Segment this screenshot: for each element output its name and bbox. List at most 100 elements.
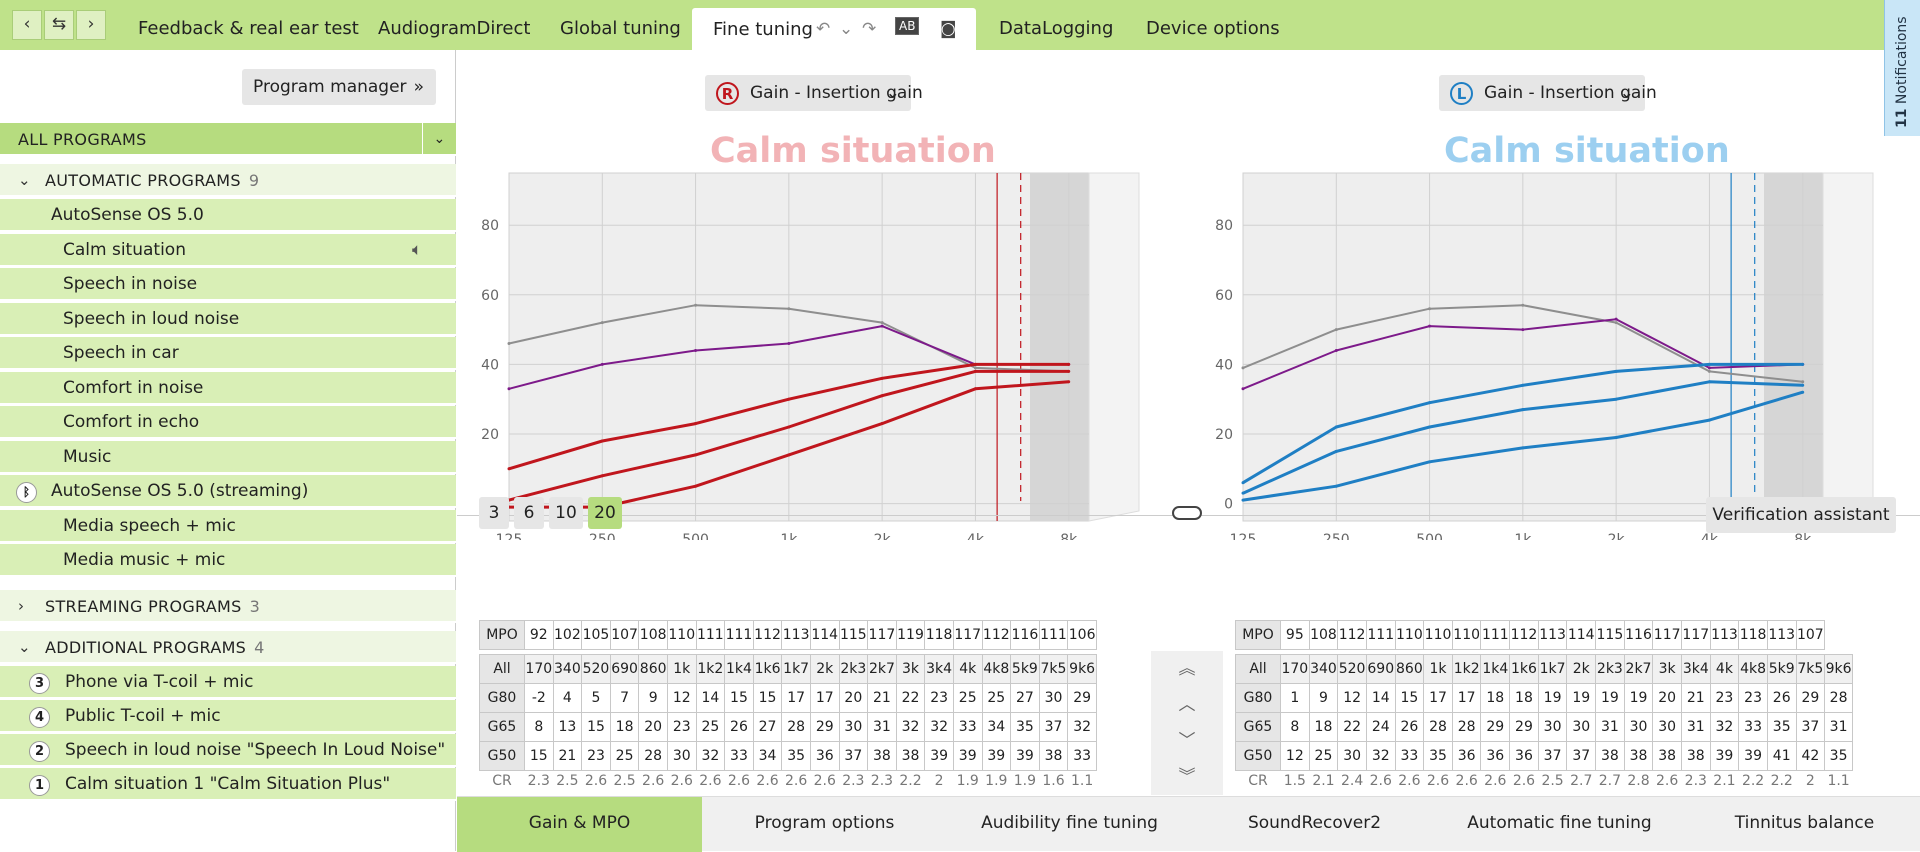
program-speech-in-car[interactable]: Speech in car — [0, 337, 456, 370]
gain-cell[interactable]: 114 — [1566, 620, 1597, 650]
gain-cell[interactable]: 31 — [1595, 712, 1625, 742]
gain-cell[interactable]: 110 — [1394, 620, 1425, 650]
gain-cell[interactable]: 13 — [552, 712, 583, 742]
gain-cell[interactable]: 38 — [895, 741, 926, 771]
program-additional-4[interactable]: 4 Public T-coil + mic — [0, 700, 456, 733]
gain-cell[interactable]: 32 — [924, 712, 954, 742]
gain-cell[interactable]: 108 — [638, 620, 668, 650]
gain-cell[interactable]: 32 — [1709, 712, 1740, 742]
link-icon[interactable] — [1172, 506, 1202, 520]
gain-cell[interactable]: 38 — [1680, 741, 1711, 771]
row-label[interactable]: MPO — [1235, 620, 1281, 650]
left-graph-selector[interactable]: L Gain - Insertion gain ⌄ — [1439, 75, 1657, 111]
gain-cell[interactable]: 115 — [838, 620, 869, 650]
gain-cell[interactable]: 112 — [981, 620, 1012, 650]
gain-cell[interactable]: 30 — [1537, 712, 1568, 742]
gain-cell[interactable]: 20 — [1652, 683, 1682, 713]
gain-cell[interactable]: 7 — [609, 683, 640, 713]
gain-cell[interactable]: 111 — [724, 620, 754, 650]
step-up-icon[interactable]: ︿ — [1178, 695, 1196, 715]
level-button-6[interactable]: 6 — [514, 497, 544, 529]
gain-cell[interactable]: 32 — [1365, 741, 1396, 771]
gain-cell[interactable]: 30 — [838, 712, 869, 742]
program-additional-2[interactable]: 2 Speech in loud noise "Speech In Loud No… — [0, 734, 456, 767]
gain-cell[interactable]: 8 — [524, 712, 554, 742]
gain-cell[interactable]: 8 — [1280, 712, 1310, 742]
gain-cell[interactable]: 30 — [1623, 712, 1654, 742]
gain-cell[interactable]: 27 — [1010, 683, 1040, 713]
gain-cell[interactable]: 23 — [924, 683, 954, 713]
gain-cell[interactable]: 9 — [638, 683, 668, 713]
gain-cell[interactable]: 17 — [1451, 683, 1482, 713]
gain-cell[interactable]: 36 — [809, 741, 840, 771]
gain-cell[interactable]: 30 — [666, 741, 697, 771]
gain-cell[interactable]: 15 — [524, 741, 554, 771]
gain-cell[interactable]: 31 — [867, 712, 897, 742]
gain-cell[interactable]: 20 — [638, 712, 668, 742]
program-speech-in-noise[interactable]: Speech in noise — [0, 268, 456, 301]
row-label[interactable]: All — [479, 654, 525, 684]
gain-cell[interactable]: 32 — [695, 741, 726, 771]
gain-cell[interactable]: 118 — [1738, 620, 1768, 650]
level-button-10[interactable]: 10 — [549, 497, 583, 529]
gain-cell[interactable]: 31 — [1680, 712, 1711, 742]
gain-cell[interactable]: 34 — [981, 712, 1012, 742]
gain-cell[interactable]: 117 — [1680, 620, 1711, 650]
row-label[interactable]: G65 — [479, 712, 525, 742]
gain-cell[interactable]: 5 — [581, 683, 611, 713]
gain-cell[interactable]: 112 — [1337, 620, 1367, 650]
gain-cell[interactable]: 1 — [1280, 683, 1310, 713]
bottom-tab-tinnitus-balance[interactable]: Tinnitus balance — [1734, 813, 1875, 833]
program-comfort-in-noise[interactable]: Comfort in noise — [0, 372, 456, 405]
gain-cell[interactable]: 9 — [1308, 683, 1339, 713]
gain-cell[interactable]: 39 — [924, 741, 954, 771]
gain-cell[interactable]: 28 — [1451, 712, 1482, 742]
gain-cell[interactable]: 113 — [1537, 620, 1568, 650]
notifications-panel[interactable]: 11 Notifications — [1884, 0, 1920, 136]
gain-cell[interactable]: 17 — [1423, 683, 1453, 713]
step-up-large-icon[interactable]: ︽ — [1178, 659, 1196, 679]
gain-cell[interactable]: 12 — [1337, 683, 1367, 713]
bottom-tab-automatic-fine-tuning[interactable]: Automatic fine tuning — [1467, 813, 1652, 833]
gain-cell[interactable]: 28 — [638, 741, 668, 771]
gain-cell[interactable]: 25 — [695, 712, 726, 742]
program-media-music[interactable]: Media music + mic — [0, 544, 456, 577]
gain-cell[interactable]: 37 — [1795, 712, 1826, 742]
tab-device-options[interactable]: Device options — [1146, 18, 1280, 39]
gain-cell[interactable]: 117 — [952, 620, 983, 650]
gain-cell[interactable]: 113 — [1709, 620, 1740, 650]
forward-button[interactable]: › — [76, 10, 106, 40]
row-label[interactable]: G50 — [1235, 741, 1281, 771]
gain-cell[interactable]: 18 — [1308, 712, 1339, 742]
gain-cell[interactable]: 114 — [809, 620, 840, 650]
gain-cell[interactable]: 111 — [1480, 620, 1511, 650]
program-additional-3[interactable]: 3 Phone via T-coil + mic — [0, 666, 456, 699]
undo-menu-icon[interactable]: ⌄ — [839, 19, 854, 39]
gain-cell[interactable]: 108 — [1308, 620, 1339, 650]
gain-cell[interactable]: 33 — [1067, 741, 1097, 771]
verification-assistant-button[interactable]: Verification assistant — [1706, 497, 1896, 533]
snapshot-icon[interactable]: ◙ — [940, 19, 957, 39]
gain-cell[interactable]: 30 — [1652, 712, 1682, 742]
gain-cell[interactable]: 29 — [809, 712, 840, 742]
left-gain-chart[interactable]: 125 250 500 1k 2k 4k 8k 0 20 40 60 80 — [1191, 120, 1901, 540]
gain-cell[interactable]: 41 — [1766, 741, 1797, 771]
program-autosense-streaming[interactable]: ᛒ AutoSense OS 5.0 (streaming) — [0, 475, 456, 508]
gain-cell[interactable]: 37 — [1537, 741, 1568, 771]
bottom-tab-soundrecover2[interactable]: SoundRecover2 — [1247, 813, 1382, 833]
gain-cell[interactable]: 15 — [1394, 683, 1425, 713]
gain-cell[interactable]: 32 — [895, 712, 926, 742]
group-additional-programs[interactable]: ⌄ ADDITIONAL PROGRAMS 4 — [0, 631, 456, 664]
gain-cell[interactable]: 111 — [1038, 620, 1069, 650]
gain-cell[interactable]: 107 — [609, 620, 640, 650]
gain-cell[interactable]: 110 — [1423, 620, 1453, 650]
gain-cell[interactable]: 12 — [1280, 741, 1310, 771]
gain-cell[interactable]: 19 — [1595, 683, 1625, 713]
gain-cell[interactable]: 92 — [524, 620, 554, 650]
gain-cell[interactable]: 111 — [695, 620, 726, 650]
group-automatic-programs[interactable]: ⌄ AUTOMATIC PROGRAMS 9 — [0, 164, 456, 197]
gain-cell[interactable]: 36 — [1451, 741, 1482, 771]
gain-cell[interactable]: 117 — [867, 620, 897, 650]
gain-cell[interactable]: 25 — [1308, 741, 1339, 771]
switch-button[interactable]: ⇆ — [44, 10, 74, 40]
